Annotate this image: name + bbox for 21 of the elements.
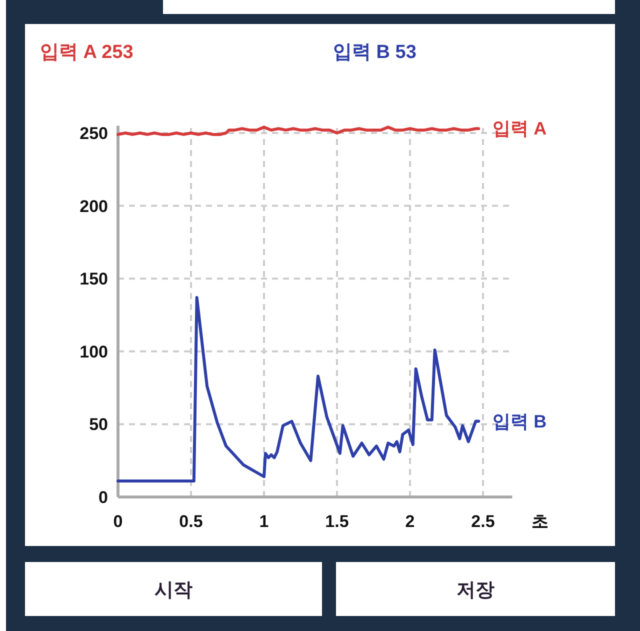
x-tick-label: 0.5	[179, 512, 203, 531]
x-tick-label: 1	[259, 512, 269, 531]
line-series	[116, 126, 480, 136]
y-tick-label: 150	[80, 270, 108, 289]
text: 입력 B 53	[333, 42, 416, 63]
y-tick-label: 100	[80, 342, 108, 362]
button: 시작	[25, 562, 322, 616]
x-tick-label: 2	[405, 512, 415, 531]
x-axis-title: 초	[532, 512, 549, 531]
y-tick-label: 250	[80, 124, 108, 143]
series-label: 입력 A	[492, 118, 547, 139]
y-tick-label: 50	[89, 415, 108, 434]
series-label: 입력 B	[492, 411, 547, 432]
y-tick-label: 0	[98, 488, 108, 507]
text: 입력 A 253	[40, 42, 134, 63]
line-series	[116, 296, 480, 482]
button: 저장	[336, 562, 615, 616]
x-tick-label: 1.5	[325, 512, 349, 531]
y-tick-label: 200	[80, 196, 108, 216]
x-tick-label: 0	[113, 512, 123, 531]
x-tick-label: 2.5	[471, 512, 495, 531]
